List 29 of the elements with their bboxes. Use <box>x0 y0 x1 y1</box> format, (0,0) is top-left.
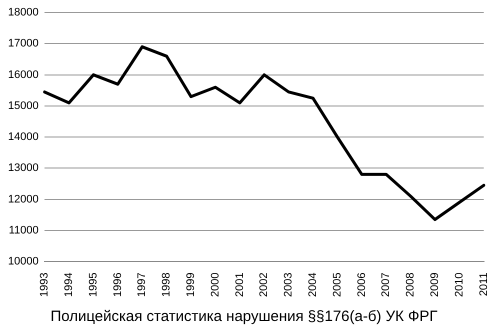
y-tick-label: 11000 <box>8 224 39 236</box>
y-tick-label: 18000 <box>8 6 39 19</box>
x-tick-label: 1993 <box>38 272 51 298</box>
x-tick-label: 1994 <box>63 272 76 298</box>
x-tick-label: 2001 <box>234 272 246 298</box>
x-tick-label: 2009 <box>429 272 442 298</box>
x-tick-label: 1999 <box>185 272 198 298</box>
y-tick-label: 13000 <box>8 162 39 174</box>
y-tick-label: 16000 <box>8 68 39 81</box>
x-tick-label: 2005 <box>331 272 344 298</box>
x-tick-label: 2000 <box>209 272 222 298</box>
x-tick-label: 1998 <box>160 272 173 298</box>
y-tick-label: 10000 <box>8 256 39 268</box>
x-tick-label: 1996 <box>112 272 124 298</box>
x-tick-label: 2008 <box>404 272 417 298</box>
x-tick-label: 2007 <box>380 272 392 298</box>
text: Полицейская статистика нарушения §§176(а-б) УК ФРГ <box>50 308 438 326</box>
x-tick-label: 1997 <box>136 272 148 298</box>
x-tick-label: 2002 <box>258 272 270 298</box>
x-tick-label: 2010 <box>453 272 466 298</box>
y-tick-label: 14000 <box>8 131 39 144</box>
y-tick-label: 17000 <box>8 38 39 50</box>
x-tick-label: 2006 <box>356 272 368 298</box>
x-tick-label: 2003 <box>282 272 295 298</box>
x-tick-label: 2011 <box>478 272 490 296</box>
x-tick-label: 1995 <box>87 272 100 298</box>
y-tick-label: 15000 <box>8 100 39 112</box>
y-tick-label: 12000 <box>8 193 39 206</box>
x-tick-label: 2004 <box>307 272 320 298</box>
